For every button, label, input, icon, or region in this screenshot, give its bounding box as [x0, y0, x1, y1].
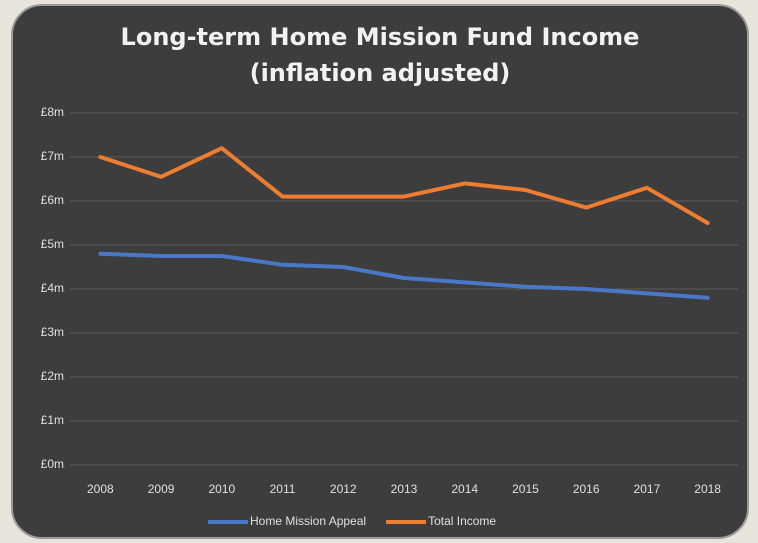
- y-tick-label: £5m: [41, 237, 64, 251]
- x-tick-label: 2014: [451, 482, 478, 496]
- x-tick-label: 2010: [208, 482, 235, 496]
- x-tick-label: 2016: [573, 482, 600, 496]
- y-tick-label: £2m: [41, 369, 64, 383]
- y-tick-label: £1m: [41, 413, 64, 427]
- x-tick-label: 2013: [391, 482, 418, 496]
- chart-subtitle: (inflation adjusted): [250, 59, 511, 87]
- x-tick-label: 2008: [87, 482, 114, 496]
- x-tick-label: 2012: [330, 482, 357, 496]
- y-tick-label: £6m: [41, 193, 64, 207]
- y-tick-label: £7m: [41, 149, 64, 163]
- x-tick-label: 2009: [148, 482, 175, 496]
- chart-panel: [11, 4, 749, 539]
- x-tick-label: 2017: [634, 482, 661, 496]
- y-tick-label: £8m: [41, 105, 64, 119]
- legend-label: Total Income: [428, 514, 496, 528]
- x-tick-label: 2015: [512, 482, 539, 496]
- x-tick-label: 2018: [694, 482, 721, 496]
- chart-title: Long-term Home Mission Fund Income: [121, 23, 640, 51]
- legend-label: Home Mission Appeal: [250, 514, 366, 528]
- y-tick-label: £3m: [41, 325, 64, 339]
- y-tick-label: £0m: [41, 457, 64, 471]
- series-line: [98, 251, 710, 300]
- y-tick-label: £4m: [41, 281, 64, 295]
- series-line: [98, 146, 710, 225]
- x-tick-label: 2011: [270, 482, 296, 496]
